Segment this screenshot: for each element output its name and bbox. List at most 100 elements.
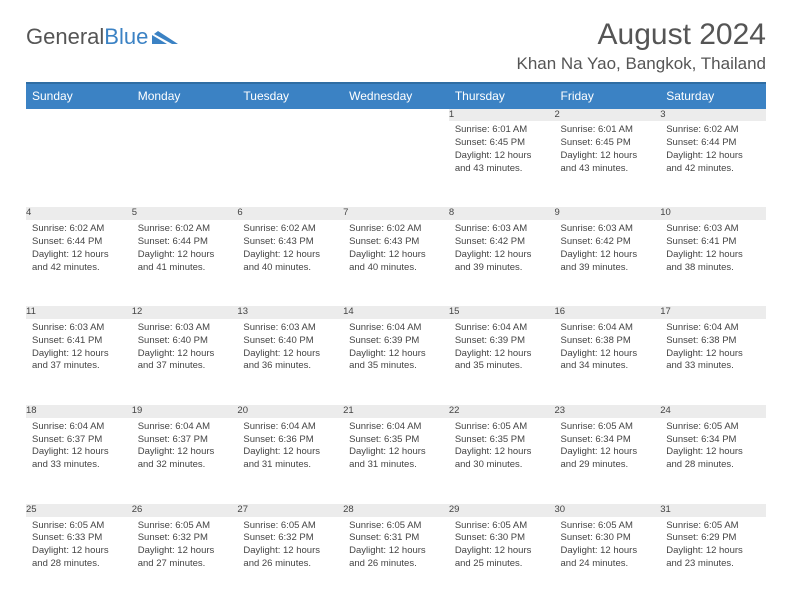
daylight-line: Daylight: 12 hours and 33 minutes. xyxy=(666,348,760,374)
sunset-line: Sunset: 6:29 PM xyxy=(666,532,760,545)
sunrise-line: Sunrise: 6:01 AM xyxy=(455,124,549,137)
day-cell: Sunrise: 6:05 AMSunset: 6:30 PMDaylight:… xyxy=(449,517,555,603)
day-cell xyxy=(237,121,343,207)
day-cell: Sunrise: 6:04 AMSunset: 6:35 PMDaylight:… xyxy=(343,418,449,504)
weekday-header: Saturday xyxy=(660,83,766,109)
day-number: 17 xyxy=(660,306,766,319)
sunrise-line: Sunrise: 6:05 AM xyxy=(349,520,443,533)
daylight-line: Daylight: 12 hours and 26 minutes. xyxy=(349,545,443,571)
day-cell: Sunrise: 6:05 AMSunset: 6:32 PMDaylight:… xyxy=(132,517,238,603)
sunset-line: Sunset: 6:42 PM xyxy=(455,236,549,249)
logo-icon xyxy=(152,24,178,50)
day-number: 26 xyxy=(132,504,238,517)
sunset-line: Sunset: 6:44 PM xyxy=(666,137,760,150)
sunrise-line: Sunrise: 6:04 AM xyxy=(666,322,760,335)
day-number xyxy=(343,109,449,122)
sunset-line: Sunset: 6:38 PM xyxy=(666,335,760,348)
daylight-line: Daylight: 12 hours and 34 minutes. xyxy=(561,348,655,374)
day-cell: Sunrise: 6:05 AMSunset: 6:33 PMDaylight:… xyxy=(26,517,132,603)
day-cell: Sunrise: 6:03 AMSunset: 6:41 PMDaylight:… xyxy=(26,319,132,405)
daylight-line: Daylight: 12 hours and 39 minutes. xyxy=(561,249,655,275)
header: GeneralBlue August 2024 Khan Na Yao, Ban… xyxy=(26,18,766,74)
sunset-line: Sunset: 6:34 PM xyxy=(666,434,760,447)
day-cell: Sunrise: 6:04 AMSunset: 6:39 PMDaylight:… xyxy=(343,319,449,405)
sunset-line: Sunset: 6:38 PM xyxy=(561,335,655,348)
sunset-line: Sunset: 6:45 PM xyxy=(455,137,549,150)
weekday-header: Thursday xyxy=(449,83,555,109)
sunrise-line: Sunrise: 6:04 AM xyxy=(455,322,549,335)
day-number xyxy=(237,109,343,122)
daylight-line: Daylight: 12 hours and 23 minutes. xyxy=(666,545,760,571)
sunrise-line: Sunrise: 6:02 AM xyxy=(243,223,337,236)
daylight-line: Daylight: 12 hours and 36 minutes. xyxy=(243,348,337,374)
daylight-line: Daylight: 12 hours and 40 minutes. xyxy=(349,249,443,275)
sunset-line: Sunset: 6:36 PM xyxy=(243,434,337,447)
day-number xyxy=(132,109,238,122)
day-number: 28 xyxy=(343,504,449,517)
sunset-line: Sunset: 6:31 PM xyxy=(349,532,443,545)
day-cell xyxy=(26,121,132,207)
week-row: Sunrise: 6:05 AMSunset: 6:33 PMDaylight:… xyxy=(26,517,766,603)
sunrise-line: Sunrise: 6:04 AM xyxy=(349,421,443,434)
sunset-line: Sunset: 6:33 PM xyxy=(32,532,126,545)
sunrise-line: Sunrise: 6:05 AM xyxy=(138,520,232,533)
sunrise-line: Sunrise: 6:03 AM xyxy=(32,322,126,335)
day-cell: Sunrise: 6:05 AMSunset: 6:29 PMDaylight:… xyxy=(660,517,766,603)
sunrise-line: Sunrise: 6:03 AM xyxy=(243,322,337,335)
sunrise-line: Sunrise: 6:03 AM xyxy=(561,223,655,236)
day-number: 16 xyxy=(555,306,661,319)
week-row: Sunrise: 6:01 AMSunset: 6:45 PMDaylight:… xyxy=(26,121,766,207)
sunrise-line: Sunrise: 6:01 AM xyxy=(561,124,655,137)
daylight-line: Daylight: 12 hours and 31 minutes. xyxy=(243,446,337,472)
sunrise-line: Sunrise: 6:05 AM xyxy=(32,520,126,533)
sunset-line: Sunset: 6:30 PM xyxy=(561,532,655,545)
day-cell: Sunrise: 6:04 AMSunset: 6:38 PMDaylight:… xyxy=(660,319,766,405)
week-row: Sunrise: 6:02 AMSunset: 6:44 PMDaylight:… xyxy=(26,220,766,306)
sunrise-line: Sunrise: 6:03 AM xyxy=(138,322,232,335)
day-number: 8 xyxy=(449,207,555,220)
day-number: 1 xyxy=(449,109,555,122)
sunrise-line: Sunrise: 6:03 AM xyxy=(455,223,549,236)
weekday-header: Tuesday xyxy=(237,83,343,109)
day-number: 4 xyxy=(26,207,132,220)
sunset-line: Sunset: 6:41 PM xyxy=(666,236,760,249)
daylight-line: Daylight: 12 hours and 39 minutes. xyxy=(455,249,549,275)
day-number: 7 xyxy=(343,207,449,220)
day-number: 20 xyxy=(237,405,343,418)
day-number: 21 xyxy=(343,405,449,418)
day-cell: Sunrise: 6:02 AMSunset: 6:44 PMDaylight:… xyxy=(660,121,766,207)
sunset-line: Sunset: 6:30 PM xyxy=(455,532,549,545)
day-cell: Sunrise: 6:05 AMSunset: 6:32 PMDaylight:… xyxy=(237,517,343,603)
day-cell: Sunrise: 6:02 AMSunset: 6:44 PMDaylight:… xyxy=(132,220,238,306)
day-number: 10 xyxy=(660,207,766,220)
daylight-line: Daylight: 12 hours and 28 minutes. xyxy=(32,545,126,571)
month-title: August 2024 xyxy=(516,18,766,52)
day-cell: Sunrise: 6:04 AMSunset: 6:36 PMDaylight:… xyxy=(237,418,343,504)
title-block: August 2024 Khan Na Yao, Bangkok, Thaila… xyxy=(516,18,766,74)
weekday-header: Wednesday xyxy=(343,83,449,109)
day-cell: Sunrise: 6:03 AMSunset: 6:42 PMDaylight:… xyxy=(555,220,661,306)
daynum-row: 11121314151617 xyxy=(26,306,766,319)
daylight-line: Daylight: 12 hours and 40 minutes. xyxy=(243,249,337,275)
sunset-line: Sunset: 6:35 PM xyxy=(349,434,443,447)
daylight-line: Daylight: 12 hours and 31 minutes. xyxy=(349,446,443,472)
sunrise-line: Sunrise: 6:05 AM xyxy=(666,520,760,533)
day-cell: Sunrise: 6:03 AMSunset: 6:42 PMDaylight:… xyxy=(449,220,555,306)
day-cell: Sunrise: 6:04 AMSunset: 6:39 PMDaylight:… xyxy=(449,319,555,405)
day-number: 25 xyxy=(26,504,132,517)
sunset-line: Sunset: 6:40 PM xyxy=(243,335,337,348)
daynum-row: 123 xyxy=(26,109,766,122)
day-number: 3 xyxy=(660,109,766,122)
day-number: 31 xyxy=(660,504,766,517)
day-cell xyxy=(132,121,238,207)
day-number: 22 xyxy=(449,405,555,418)
day-cell: Sunrise: 6:02 AMSunset: 6:43 PMDaylight:… xyxy=(237,220,343,306)
daylight-line: Daylight: 12 hours and 30 minutes. xyxy=(455,446,549,472)
sunset-line: Sunset: 6:37 PM xyxy=(138,434,232,447)
sunrise-line: Sunrise: 6:04 AM xyxy=(243,421,337,434)
week-row: Sunrise: 6:03 AMSunset: 6:41 PMDaylight:… xyxy=(26,319,766,405)
logo: GeneralBlue xyxy=(26,18,178,50)
sunrise-line: Sunrise: 6:05 AM xyxy=(455,520,549,533)
day-cell: Sunrise: 6:02 AMSunset: 6:43 PMDaylight:… xyxy=(343,220,449,306)
day-number: 13 xyxy=(237,306,343,319)
